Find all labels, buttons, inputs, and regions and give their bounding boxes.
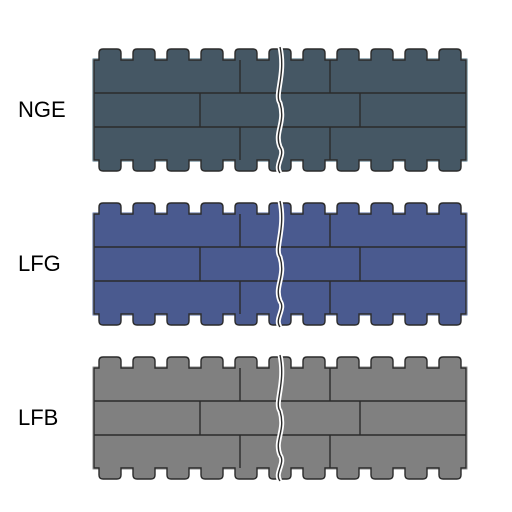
belt-row-lfg: LFG: [0, 200, 512, 328]
belt-row-lfb: LFB: [0, 354, 512, 482]
label-lfb: LFB: [18, 405, 58, 431]
label-lfg: LFG: [18, 251, 61, 277]
belt-row-nge: NGE: [0, 46, 512, 174]
label-nge: NGE: [18, 97, 66, 123]
belt-nge: [90, 46, 470, 174]
belt-lfb: [90, 354, 470, 482]
belt-lfg: [90, 200, 470, 328]
